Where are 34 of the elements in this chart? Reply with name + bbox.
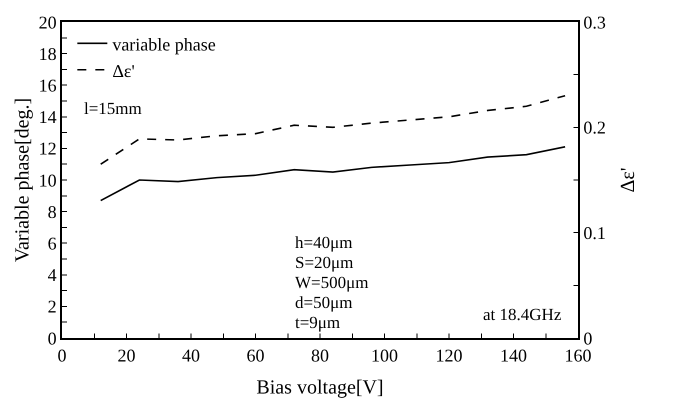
annotation: h=40μm [295,233,352,252]
annotation: at 18.4GHz [483,305,562,324]
y2-axis-title: Δε' [616,168,639,192]
legend-label: Δε' [112,60,135,81]
y-tick-label: 0 [48,328,57,348]
annotation: l=15mm [84,99,142,118]
annotation: d=50μm [295,293,352,312]
y-tick-label: 4 [48,265,57,286]
y2-tick-label: 0.3 [583,12,606,32]
x-tick-label: 60 [246,345,264,366]
annotation: S=20μm [295,253,354,272]
line-series [100,146,566,202]
y-tick-label: 16 [38,76,57,96]
y-tick-label: 8 [48,202,57,222]
y-tick-label: 6 [48,234,57,254]
y2-tick-label: 0.2 [583,118,606,138]
x-tick-label: 40 [182,345,200,366]
x-axis-title: Bias voltage[V] [256,376,384,398]
x-tick-label: 100 [371,345,398,366]
y-tick-label: 12 [38,138,57,159]
y-tick-label: 20 [38,12,57,32]
legend-label: variable phase [112,34,216,54]
x-tick-label: 80 [311,345,329,366]
y-axis-title: Variable phase[deg.] [12,98,34,262]
x-tick-label: 120 [436,345,462,366]
annotation: W=500μm [295,273,368,292]
x-tick-label: 140 [500,345,527,366]
y-tick-label: 14 [38,107,57,128]
y-tick-label: 18 [38,44,57,64]
y-tick-label: 2 [48,296,57,317]
y-tick-label: 10 [38,170,57,190]
x-tick-label: 20 [118,345,136,366]
annotation: t=9μm [295,313,340,332]
y2-tick-label: 0.1 [583,222,606,243]
